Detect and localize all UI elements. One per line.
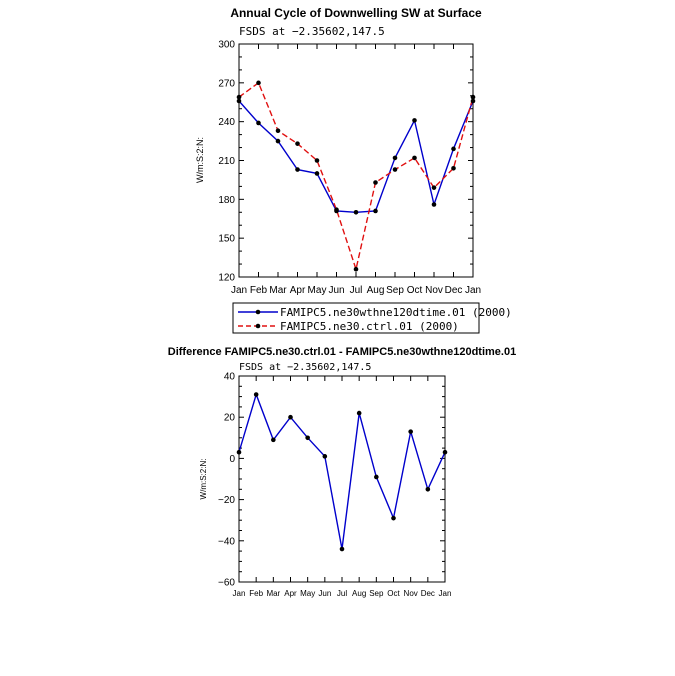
x-tick-label: Jan xyxy=(233,589,246,598)
difference-chart: Difference FAMIPC5.ne30.ctrl.01 - FAMIPC… xyxy=(168,346,516,598)
x-tick-label: Sep xyxy=(386,285,404,296)
data-point-series-2 xyxy=(236,94,242,100)
series-line-1 xyxy=(238,100,474,214)
series-line-1 xyxy=(238,392,446,550)
y-tick-label: 120 xyxy=(218,273,235,284)
data-point-series-2 xyxy=(314,158,320,163)
data-point-series-1 xyxy=(322,454,328,459)
y-tick-label: 240 xyxy=(218,117,235,128)
x-tick-label: Jun xyxy=(318,589,331,598)
data-point-series-1 xyxy=(391,515,396,521)
data-point-series-2 xyxy=(295,141,300,146)
data-point-series-1 xyxy=(451,146,456,152)
data-point-series-1 xyxy=(425,487,431,492)
data-point-series-1 xyxy=(236,98,242,104)
legend-marker-series-1 xyxy=(255,309,261,315)
legend-label-series-1: FAMIPC5.ne30wthne120dtime.01 (2000) xyxy=(280,306,512,319)
x-tick-label: Oct xyxy=(387,589,400,598)
data-point-series-2 xyxy=(334,207,339,212)
data-point-series-1 xyxy=(236,449,242,455)
data-point-series-1 xyxy=(408,429,413,434)
data-point-series-1 xyxy=(353,209,359,215)
x-tick-label: Feb xyxy=(249,589,263,598)
x-tick-label: Jul xyxy=(350,285,363,296)
x-tick-label: Sep xyxy=(369,589,384,598)
series-line-2 xyxy=(238,81,474,272)
data-point-series-1 xyxy=(314,171,320,176)
bottom-chart-title: Difference FAMIPC5.ne30.ctrl.01 - FAMIPC… xyxy=(168,346,516,358)
top-chart-subtitle: FSDS at −2.35602,147.5 xyxy=(239,25,385,38)
x-tick-label: Dec xyxy=(445,285,463,296)
data-point-series-1 xyxy=(356,410,362,416)
bottom-chart-subtitle: FSDS at −2.35602,147.5 xyxy=(239,362,371,373)
x-tick-label: Jul xyxy=(337,589,347,598)
y-tick-label: 180 xyxy=(218,195,235,206)
x-tick-label: Mar xyxy=(266,589,280,598)
legend-marker-series-2 xyxy=(255,323,261,329)
x-tick-label: Jan xyxy=(231,285,247,296)
y-tick-label: 300 xyxy=(218,40,235,51)
legend-label-series-2: FAMIPC5.ne30.ctrl.01 (2000) xyxy=(280,320,459,333)
y-tick-label: 0 xyxy=(229,454,235,465)
data-point-series-2 xyxy=(256,80,261,86)
legend: FAMIPC5.ne30wthne120dtime.01 (2000) FAMI… xyxy=(232,302,512,334)
x-tick-label: Apr xyxy=(284,589,297,598)
x-tick-label: May xyxy=(308,285,327,296)
x-tick-label: Dec xyxy=(421,589,435,598)
top-chart-title: Annual Cycle of Downwelling SW at Surfac… xyxy=(230,6,482,20)
data-point-series-1 xyxy=(295,167,300,172)
data-point-series-1 xyxy=(271,437,276,443)
data-point-series-1 xyxy=(253,392,259,397)
x-tick-label: Nov xyxy=(425,285,443,296)
data-point-series-2 xyxy=(275,128,281,134)
data-point-series-2 xyxy=(431,185,437,190)
x-tick-label: May xyxy=(300,589,315,598)
y-tick-label: 270 xyxy=(218,78,235,89)
data-point-series-2 xyxy=(392,167,398,172)
data-point-series-1 xyxy=(470,98,476,104)
x-tick-label: Oct xyxy=(407,285,423,296)
data-point-series-1 xyxy=(339,546,345,552)
data-point-series-1 xyxy=(373,208,378,214)
x-tick-label: Nov xyxy=(404,589,418,598)
x-tick-label: Apr xyxy=(290,285,306,296)
data-point-series-1 xyxy=(288,414,293,420)
y-tick-label: 40 xyxy=(224,372,236,383)
top-y-axis-label: W/m:S:2:N: xyxy=(195,137,205,183)
data-point-series-1 xyxy=(305,435,310,441)
x-tick-label: Feb xyxy=(250,285,268,296)
legend-box xyxy=(232,302,480,334)
x-tick-label: Mar xyxy=(269,285,287,296)
x-tick-label: Jan xyxy=(465,285,481,296)
y-tick-label: 150 xyxy=(218,234,235,245)
x-tick-label: Jan xyxy=(439,589,452,598)
bottom-y-axis-label: W/m:S:2:N: xyxy=(199,459,208,500)
data-point-series-1 xyxy=(392,155,398,161)
y-tick-label: −60 xyxy=(218,578,235,589)
data-point-series-1 xyxy=(442,449,448,455)
data-point-series-1 xyxy=(431,202,437,207)
y-tick-label: −40 xyxy=(218,536,235,547)
top-plot-frame xyxy=(238,43,474,278)
data-point-series-2 xyxy=(451,165,456,171)
y-tick-label: 210 xyxy=(218,156,235,167)
data-point-series-2 xyxy=(353,266,359,272)
data-point-series-2 xyxy=(412,155,417,161)
x-tick-label: Aug xyxy=(367,285,385,296)
annual-cycle-chart: Annual Cycle of Downwelling SW at Surfac… xyxy=(195,6,512,334)
data-point-series-2 xyxy=(373,180,378,185)
data-point-series-2 xyxy=(470,94,476,100)
y-tick-label: −20 xyxy=(218,495,235,506)
data-point-series-1 xyxy=(275,138,281,144)
data-point-series-1 xyxy=(374,474,379,480)
x-tick-label: Jun xyxy=(328,285,344,296)
x-tick-label: Aug xyxy=(352,589,366,598)
y-tick-label: 20 xyxy=(224,413,236,424)
data-point-series-1 xyxy=(412,118,417,123)
data-point-series-1 xyxy=(256,120,261,126)
